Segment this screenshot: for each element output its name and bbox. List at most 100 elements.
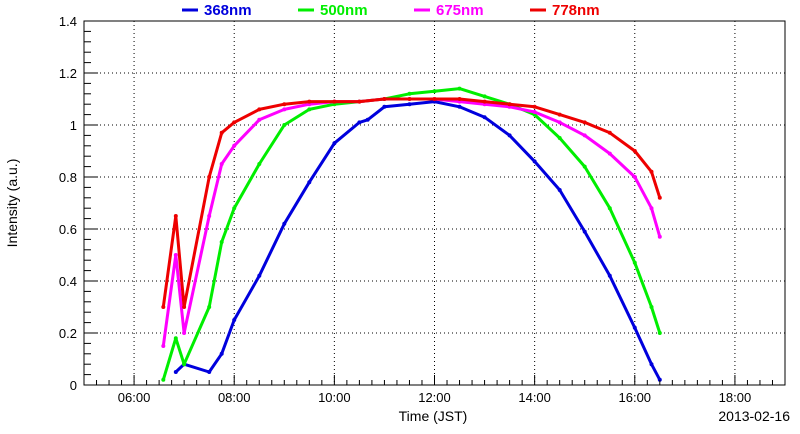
data-point bbox=[649, 206, 654, 211]
data-point bbox=[232, 206, 237, 211]
data-point bbox=[332, 99, 337, 104]
series-778nm bbox=[161, 97, 662, 309]
data-point bbox=[582, 229, 587, 234]
data-point bbox=[457, 104, 462, 109]
data-series bbox=[161, 86, 662, 382]
x-axis-title: Time (JST) bbox=[399, 408, 468, 424]
data-point bbox=[507, 102, 512, 107]
data-point bbox=[232, 318, 237, 322]
data-point bbox=[607, 273, 612, 278]
data-point bbox=[632, 175, 637, 179]
data-point bbox=[407, 97, 412, 101]
y-tick-label: 1.2 bbox=[59, 66, 77, 81]
data-point bbox=[532, 110, 537, 114]
data-point bbox=[161, 377, 166, 382]
series-line bbox=[161, 87, 662, 381]
grid-lines bbox=[84, 21, 785, 385]
data-point bbox=[649, 169, 654, 174]
legend-item: 368nm bbox=[182, 2, 252, 19]
legend: 368nm 500nm 675nm 778nm bbox=[182, 2, 600, 19]
data-point bbox=[182, 331, 187, 335]
data-point bbox=[365, 117, 370, 122]
data-point bbox=[282, 123, 287, 127]
data-point bbox=[257, 273, 262, 278]
data-point bbox=[607, 151, 612, 156]
x-tick-label: 08:00 bbox=[218, 390, 251, 405]
data-point bbox=[532, 104, 537, 109]
y-tick-label: 0.8 bbox=[59, 170, 77, 185]
data-point bbox=[207, 214, 212, 218]
data-point bbox=[182, 305, 187, 309]
x-tick-label: 06:00 bbox=[118, 390, 151, 405]
legend-label: 500nm bbox=[320, 2, 368, 19]
data-point bbox=[632, 260, 637, 265]
data-point bbox=[607, 130, 612, 135]
data-point bbox=[257, 107, 262, 112]
data-point bbox=[332, 141, 337, 146]
data-point bbox=[557, 136, 562, 140]
legend-item: 778nm bbox=[530, 2, 600, 19]
data-point bbox=[507, 133, 512, 138]
data-point bbox=[607, 206, 612, 211]
data-point bbox=[532, 159, 537, 164]
data-point bbox=[407, 102, 412, 107]
data-point bbox=[282, 102, 287, 107]
axis-ticks: 06:00 08:00 10:00 12:00 14:00 16:00 18:00 0 0.2 0… bbox=[59, 14, 786, 405]
data-point bbox=[207, 175, 212, 179]
data-point bbox=[307, 107, 312, 112]
x-tick-label: 10:00 bbox=[318, 390, 351, 405]
data-point bbox=[407, 91, 412, 96]
data-point bbox=[257, 117, 262, 122]
data-point bbox=[307, 180, 312, 185]
y-axis-title: Intensity (a.u.) bbox=[4, 159, 20, 248]
date-label: 2013-02-16 bbox=[718, 408, 790, 424]
data-point bbox=[161, 344, 166, 348]
y-tick-label: 0.4 bbox=[59, 274, 77, 289]
data-point bbox=[432, 89, 437, 94]
data-point bbox=[457, 86, 462, 91]
data-point bbox=[257, 162, 262, 166]
x-tick-label: 14:00 bbox=[518, 390, 551, 405]
x-tick-label: 18:00 bbox=[719, 390, 752, 405]
data-point bbox=[207, 305, 212, 309]
data-point bbox=[282, 107, 287, 112]
data-point bbox=[219, 130, 224, 135]
plot-frame bbox=[83, 20, 786, 386]
data-point bbox=[557, 112, 562, 117]
data-point bbox=[282, 221, 287, 226]
data-point bbox=[357, 99, 362, 104]
legend-item: 500nm bbox=[298, 2, 368, 19]
data-point bbox=[382, 104, 387, 109]
data-point bbox=[632, 325, 637, 330]
data-point bbox=[173, 253, 178, 257]
legend-label: 368nm bbox=[204, 2, 252, 19]
x-tick-label: 12:00 bbox=[418, 390, 451, 405]
legend-label: 778nm bbox=[552, 2, 600, 19]
series-line bbox=[174, 100, 662, 381]
legend-label: 675nm bbox=[436, 2, 484, 19]
data-point bbox=[219, 162, 224, 166]
data-point bbox=[232, 143, 237, 148]
data-point bbox=[219, 240, 224, 244]
data-point bbox=[582, 133, 587, 138]
data-point bbox=[582, 164, 587, 169]
y-tick-label: 0 bbox=[70, 378, 77, 393]
y-tick-label: 1.4 bbox=[59, 14, 77, 29]
series-368nm bbox=[173, 99, 662, 382]
data-point bbox=[232, 120, 237, 125]
y-tick-label: 1 bbox=[70, 118, 77, 133]
series-line bbox=[161, 97, 662, 309]
data-point bbox=[173, 214, 178, 218]
data-point bbox=[207, 370, 212, 374]
data-point bbox=[357, 120, 362, 125]
data-point bbox=[432, 97, 437, 101]
data-point bbox=[173, 370, 178, 374]
y-tick-label: 0.2 bbox=[59, 326, 77, 341]
data-point bbox=[557, 188, 562, 192]
data-point bbox=[307, 99, 312, 104]
data-point bbox=[457, 97, 462, 101]
x-tick-label: 16:00 bbox=[619, 390, 652, 405]
data-point bbox=[482, 94, 487, 99]
data-point bbox=[657, 195, 662, 200]
